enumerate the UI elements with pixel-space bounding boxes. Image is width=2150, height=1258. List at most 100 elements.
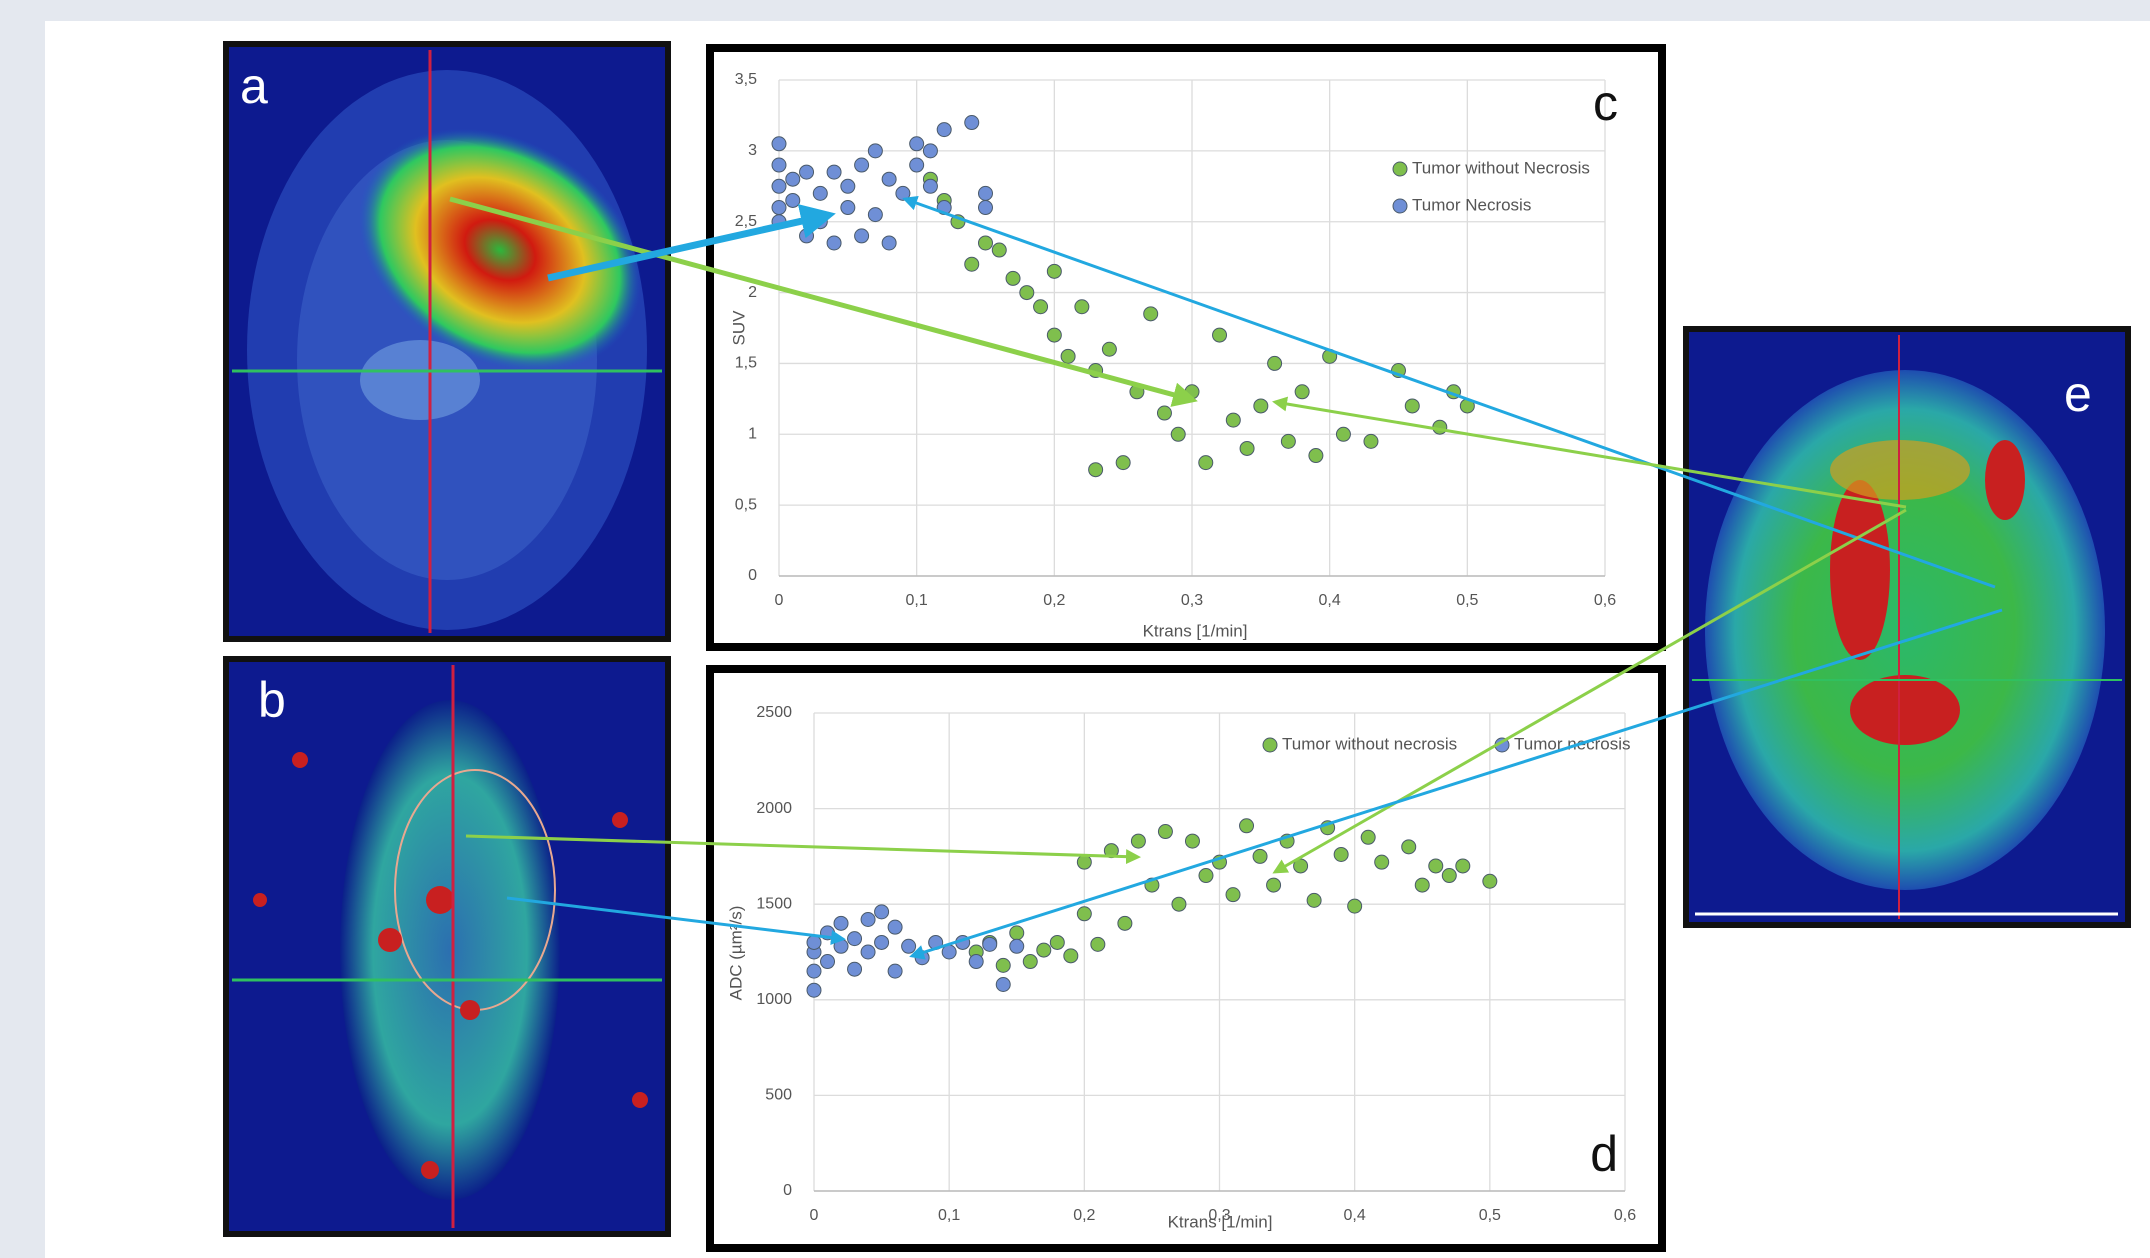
point xyxy=(855,158,869,172)
point xyxy=(1047,264,1061,278)
point xyxy=(1010,939,1024,953)
point xyxy=(1364,434,1378,448)
legend-marker xyxy=(1393,162,1407,176)
point xyxy=(1348,899,1362,913)
point xyxy=(1267,878,1281,892)
point xyxy=(1089,463,1103,477)
x-tick-label: 0 xyxy=(775,592,784,609)
point xyxy=(979,186,993,200)
point xyxy=(1144,307,1158,321)
point xyxy=(1309,449,1323,463)
x-tick-label: 0,3 xyxy=(1181,592,1203,609)
point xyxy=(1061,349,1075,363)
point xyxy=(1405,399,1419,413)
point xyxy=(923,179,937,193)
point xyxy=(1199,869,1213,883)
point xyxy=(868,144,882,158)
y-tick-label: 0 xyxy=(783,1182,792,1199)
point xyxy=(996,978,1010,992)
x-tick-label: 0,2 xyxy=(1043,592,1065,609)
point xyxy=(882,172,896,186)
point xyxy=(1268,356,1282,370)
point xyxy=(965,116,979,130)
legend-label: Tumor without Necrosis xyxy=(1412,158,1590,177)
x-axis-label: Ktrans [1/min] xyxy=(1168,1212,1273,1231)
point xyxy=(827,165,841,179)
y-axis-label: ADC (µm²/s) xyxy=(726,906,745,1001)
point xyxy=(910,158,924,172)
point xyxy=(1226,888,1240,902)
point xyxy=(1064,949,1078,963)
legend-label: Tumor without necrosis xyxy=(1282,734,1457,753)
y-tick-label: 2000 xyxy=(756,800,792,817)
point xyxy=(902,939,916,953)
point xyxy=(821,955,835,969)
y-tick-label: 2500 xyxy=(756,704,792,721)
point xyxy=(1281,434,1295,448)
y-tick-label: 1 xyxy=(748,426,757,443)
x-tick-label: 0,2 xyxy=(1073,1207,1095,1224)
point xyxy=(888,964,902,978)
y-tick-label: 1,5 xyxy=(735,355,757,372)
point xyxy=(1240,819,1254,833)
point xyxy=(875,935,889,949)
point xyxy=(1077,855,1091,869)
point xyxy=(1334,847,1348,861)
point xyxy=(813,186,827,200)
panel-annotation: d xyxy=(1590,1126,1618,1182)
point xyxy=(1336,427,1350,441)
point xyxy=(1185,834,1199,848)
panel-label: b xyxy=(258,672,286,728)
point xyxy=(1253,849,1267,863)
chart-frame xyxy=(710,48,1662,647)
point xyxy=(834,939,848,953)
point xyxy=(1240,441,1254,455)
point xyxy=(861,912,875,926)
point xyxy=(1006,271,1020,285)
point xyxy=(979,201,993,215)
point xyxy=(1361,830,1375,844)
point xyxy=(1091,937,1105,951)
chart-frame xyxy=(710,669,1662,1248)
point xyxy=(1050,935,1064,949)
legend-marker xyxy=(1263,738,1277,752)
point xyxy=(1171,427,1185,441)
point xyxy=(923,144,937,158)
point xyxy=(1295,385,1309,399)
point xyxy=(1023,955,1037,969)
point xyxy=(1226,413,1240,427)
point xyxy=(875,905,889,919)
point xyxy=(841,201,855,215)
point xyxy=(1402,840,1416,854)
x-tick-label: 0,4 xyxy=(1319,592,1341,609)
point xyxy=(1075,300,1089,314)
point xyxy=(888,920,902,934)
x-tick-label: 0,5 xyxy=(1479,1207,1501,1224)
point xyxy=(772,201,786,215)
point xyxy=(896,186,910,200)
point xyxy=(827,236,841,250)
point xyxy=(786,193,800,207)
y-tick-label: 500 xyxy=(765,1087,792,1104)
x-tick-label: 0,5 xyxy=(1456,592,1478,609)
y-tick-label: 3 xyxy=(748,142,757,159)
point xyxy=(1429,859,1443,873)
panel-label: e xyxy=(2064,366,2092,422)
figure: a b e 00,511,522,533,500,10,20,30,40,50,… xyxy=(0,0,2150,1258)
point xyxy=(868,208,882,222)
point xyxy=(772,179,786,193)
point xyxy=(848,932,862,946)
point xyxy=(1213,328,1227,342)
point xyxy=(965,257,979,271)
point xyxy=(855,229,869,243)
y-tick-label: 1000 xyxy=(756,991,792,1008)
page: a b e 00,511,522,533,500,10,20,30,40,50,… xyxy=(0,0,2150,1258)
legend-label: Tumor Necrosis xyxy=(1412,195,1531,214)
point xyxy=(861,945,875,959)
point xyxy=(979,236,993,250)
point xyxy=(1131,834,1145,848)
point xyxy=(786,172,800,186)
y-tick-label: 2 xyxy=(748,284,757,301)
y-tick-label: 3,5 xyxy=(735,71,757,88)
point xyxy=(1254,399,1268,413)
